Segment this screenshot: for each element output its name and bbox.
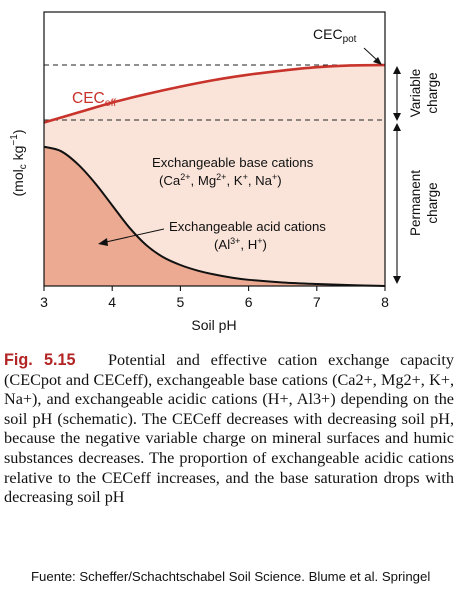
permanent-charge-label-2: charge	[425, 182, 440, 223]
x-tick-label-6: 6	[245, 294, 253, 310]
x-tick-label-5: 5	[177, 294, 185, 310]
y-axis-label: (molc kg−1)	[9, 130, 29, 197]
cec-pot-label: CECpot	[313, 26, 357, 45]
x-tick-label-8: 8	[381, 294, 389, 310]
caption-text: Potential and effective cation exchange …	[4, 351, 455, 507]
base-cations-ions: (Ca2+, Mg2+, K+, Na+)	[159, 172, 282, 188]
x-tick-label-4: 4	[108, 294, 116, 310]
x-tick-label-7: 7	[313, 294, 321, 310]
base-cations-label: Exchangeable base cations	[152, 155, 314, 170]
figure-label: Fig. 5.15	[4, 351, 76, 369]
cec-pot-pointer-head	[373, 57, 382, 65]
cec-pot-pointer	[363, 47, 379, 62]
acid-cations-pointer	[105, 228, 165, 243]
variable-charge-bracket	[393, 66, 401, 121]
acid-cations-ions: (Al3+, H+)	[214, 236, 267, 252]
cation-exchange-chart: 3 4 5 6 7 8 Soil pH (molc kg−1) CECpot CECeff…	[9, 11, 440, 333]
series-line-cec-eff	[43, 63, 386, 124]
variable-charge-label-2: charge	[425, 72, 440, 113]
permanent-charge-label: Permanent	[408, 170, 423, 236]
variable-charge-label: Variable	[408, 69, 423, 118]
acid-cations-area	[44, 146, 385, 286]
cec-eff-label: CECeff	[72, 90, 116, 109]
series-line-acid-cations	[43, 145, 386, 287]
x-axis-label: Soil pH	[191, 317, 236, 333]
figure-caption: Fig. 5.15 Potential and effective cation…	[4, 351, 454, 508]
source-credit: Fuente: Scheffer/Schachtschabel Soil Sci…	[31, 569, 431, 584]
acid-cations-label: Exchangeable acid cations	[169, 219, 326, 234]
acid-cations-pointer-head	[98, 238, 108, 246]
plot-frame	[43, 11, 386, 287]
permanent-charge-bracket	[393, 123, 401, 284]
x-axis-ticks: 3 4 5 6 7 8	[40, 286, 389, 310]
x-tick-label-3: 3	[40, 294, 48, 310]
